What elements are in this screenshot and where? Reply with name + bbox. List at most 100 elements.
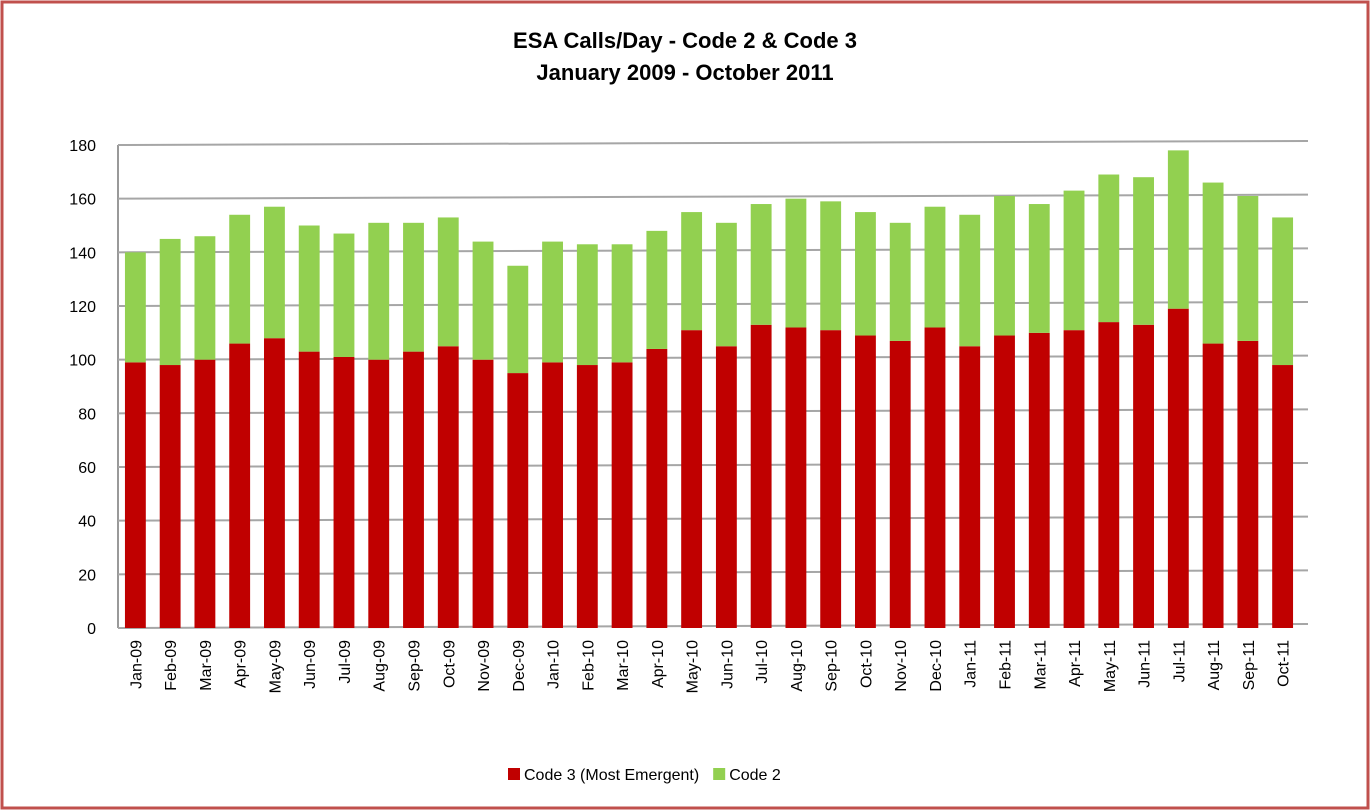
bar-segment (229, 214, 251, 344)
x-tick-label: Mar-10 (615, 640, 632, 691)
x-tick-label: Jun-11 (1137, 640, 1154, 688)
x-tick-label: Jun-10 (719, 640, 736, 689)
y-tick-label: 160 (69, 192, 96, 209)
bar-segment (715, 222, 737, 347)
bar-segment (1272, 365, 1294, 628)
bar-segment (472, 241, 494, 360)
x-tick-label: Apr-09 (233, 640, 250, 688)
chart-subtitle: January 2009 - October 2011 (536, 60, 833, 85)
x-tick-label: Dec-09 (511, 640, 528, 692)
x-tick-label: Oct-09 (441, 640, 458, 688)
bar-segment (1028, 204, 1050, 333)
bar-segment (1063, 330, 1085, 628)
bar-segment (1272, 217, 1294, 366)
bar-segment (333, 356, 355, 628)
bar-segment (959, 214, 981, 347)
x-tick-label: Jan-10 (546, 640, 563, 689)
x-tick-label: May-10 (685, 640, 702, 693)
bar-segment (124, 362, 146, 628)
x-tick-label: Jul-09 (337, 640, 354, 684)
bar-segment (646, 230, 668, 349)
bar-segment (264, 338, 285, 628)
bar-segment (855, 335, 876, 628)
bar-segment (1098, 322, 1120, 628)
bar-segment (889, 340, 911, 628)
x-tick-label: Aug-11 (1206, 640, 1223, 691)
bar-segment (507, 265, 529, 374)
bar-segment (785, 327, 807, 628)
bar-segment (681, 212, 703, 331)
bar-segment (1237, 340, 1259, 628)
bar-segment (124, 252, 146, 363)
x-tick-label: Oct-11 (1276, 640, 1293, 687)
bar-segment (1133, 177, 1154, 325)
bar-segment (994, 335, 1015, 628)
bar-segment (159, 238, 181, 366)
bar-segment (472, 359, 494, 628)
x-tick-label: Jul-10 (754, 640, 771, 684)
bar-segment (576, 365, 598, 628)
bar-segment (959, 346, 981, 628)
bar-segment (1237, 195, 1259, 341)
bar-segment (368, 359, 390, 628)
bar-segment (750, 204, 772, 325)
x-tick-label: Dec-10 (928, 640, 945, 692)
bar-segment (1167, 150, 1189, 309)
bar-segment (542, 241, 563, 363)
bar-segment (576, 244, 598, 366)
bar-segment (1202, 182, 1224, 344)
bar-segment (820, 201, 842, 331)
x-tick-label: Jul-11 (1171, 640, 1188, 682)
bar-segment (924, 206, 946, 328)
bar-segment (229, 343, 251, 628)
y-tick-label: 120 (69, 299, 96, 316)
y-tick-label: 40 (78, 514, 96, 531)
bar-segment (368, 222, 390, 360)
bar-segment (437, 217, 459, 347)
bar-segment (403, 222, 424, 352)
bar-segment (403, 351, 424, 628)
x-tick-label: Feb-11 (998, 640, 1015, 690)
y-tick-label: 80 (78, 406, 96, 423)
bar-segment (611, 362, 633, 628)
y-tick-label: 100 (69, 353, 96, 370)
x-tick-label: Oct-10 (858, 640, 875, 688)
x-tick-label: Sep-11 (1241, 640, 1258, 691)
x-tick-label: Sep-09 (407, 640, 424, 692)
bar-segment (1063, 190, 1085, 331)
bar-segment (611, 244, 633, 363)
x-tick-label: Apr-10 (650, 640, 667, 688)
bar-segment (298, 225, 320, 352)
x-tick-label: Jan-11 (963, 640, 980, 688)
bar-segment (750, 324, 772, 628)
grid-line (117, 140, 1309, 146)
x-tick-label: Apr-11 (1067, 640, 1084, 687)
legend-label: Code 3 (Most Emergent) (524, 767, 699, 784)
legend-swatch (508, 768, 520, 780)
x-tick-label: Aug-10 (789, 640, 806, 692)
bar-segment (333, 233, 355, 357)
x-tick-label: May-11 (1102, 640, 1119, 692)
x-tick-label: Feb-10 (580, 640, 597, 691)
y-tick-label: 60 (78, 460, 96, 477)
x-tick-label: Nov-10 (893, 640, 910, 692)
bar-segment (1202, 343, 1224, 628)
bar-segment (1028, 332, 1050, 628)
bar-segment (889, 222, 911, 341)
bar-segment (924, 327, 946, 628)
bar-segment (298, 351, 320, 628)
x-tick-label: Nov-09 (476, 640, 493, 692)
bar-segment (681, 330, 703, 628)
x-tick-label: Mar-11 (1032, 640, 1049, 690)
x-tick-label: Jun-09 (302, 640, 319, 689)
bar-segment (994, 195, 1015, 336)
y-tick-label: 20 (78, 567, 96, 584)
legend-swatch (713, 768, 726, 780)
y-tick-label: 140 (69, 245, 96, 262)
bar-segment (646, 348, 668, 628)
legend-label: Code 2 (729, 767, 781, 784)
bar-segment (437, 346, 459, 628)
bar-segment (194, 359, 216, 628)
bar-segment (855, 212, 876, 336)
